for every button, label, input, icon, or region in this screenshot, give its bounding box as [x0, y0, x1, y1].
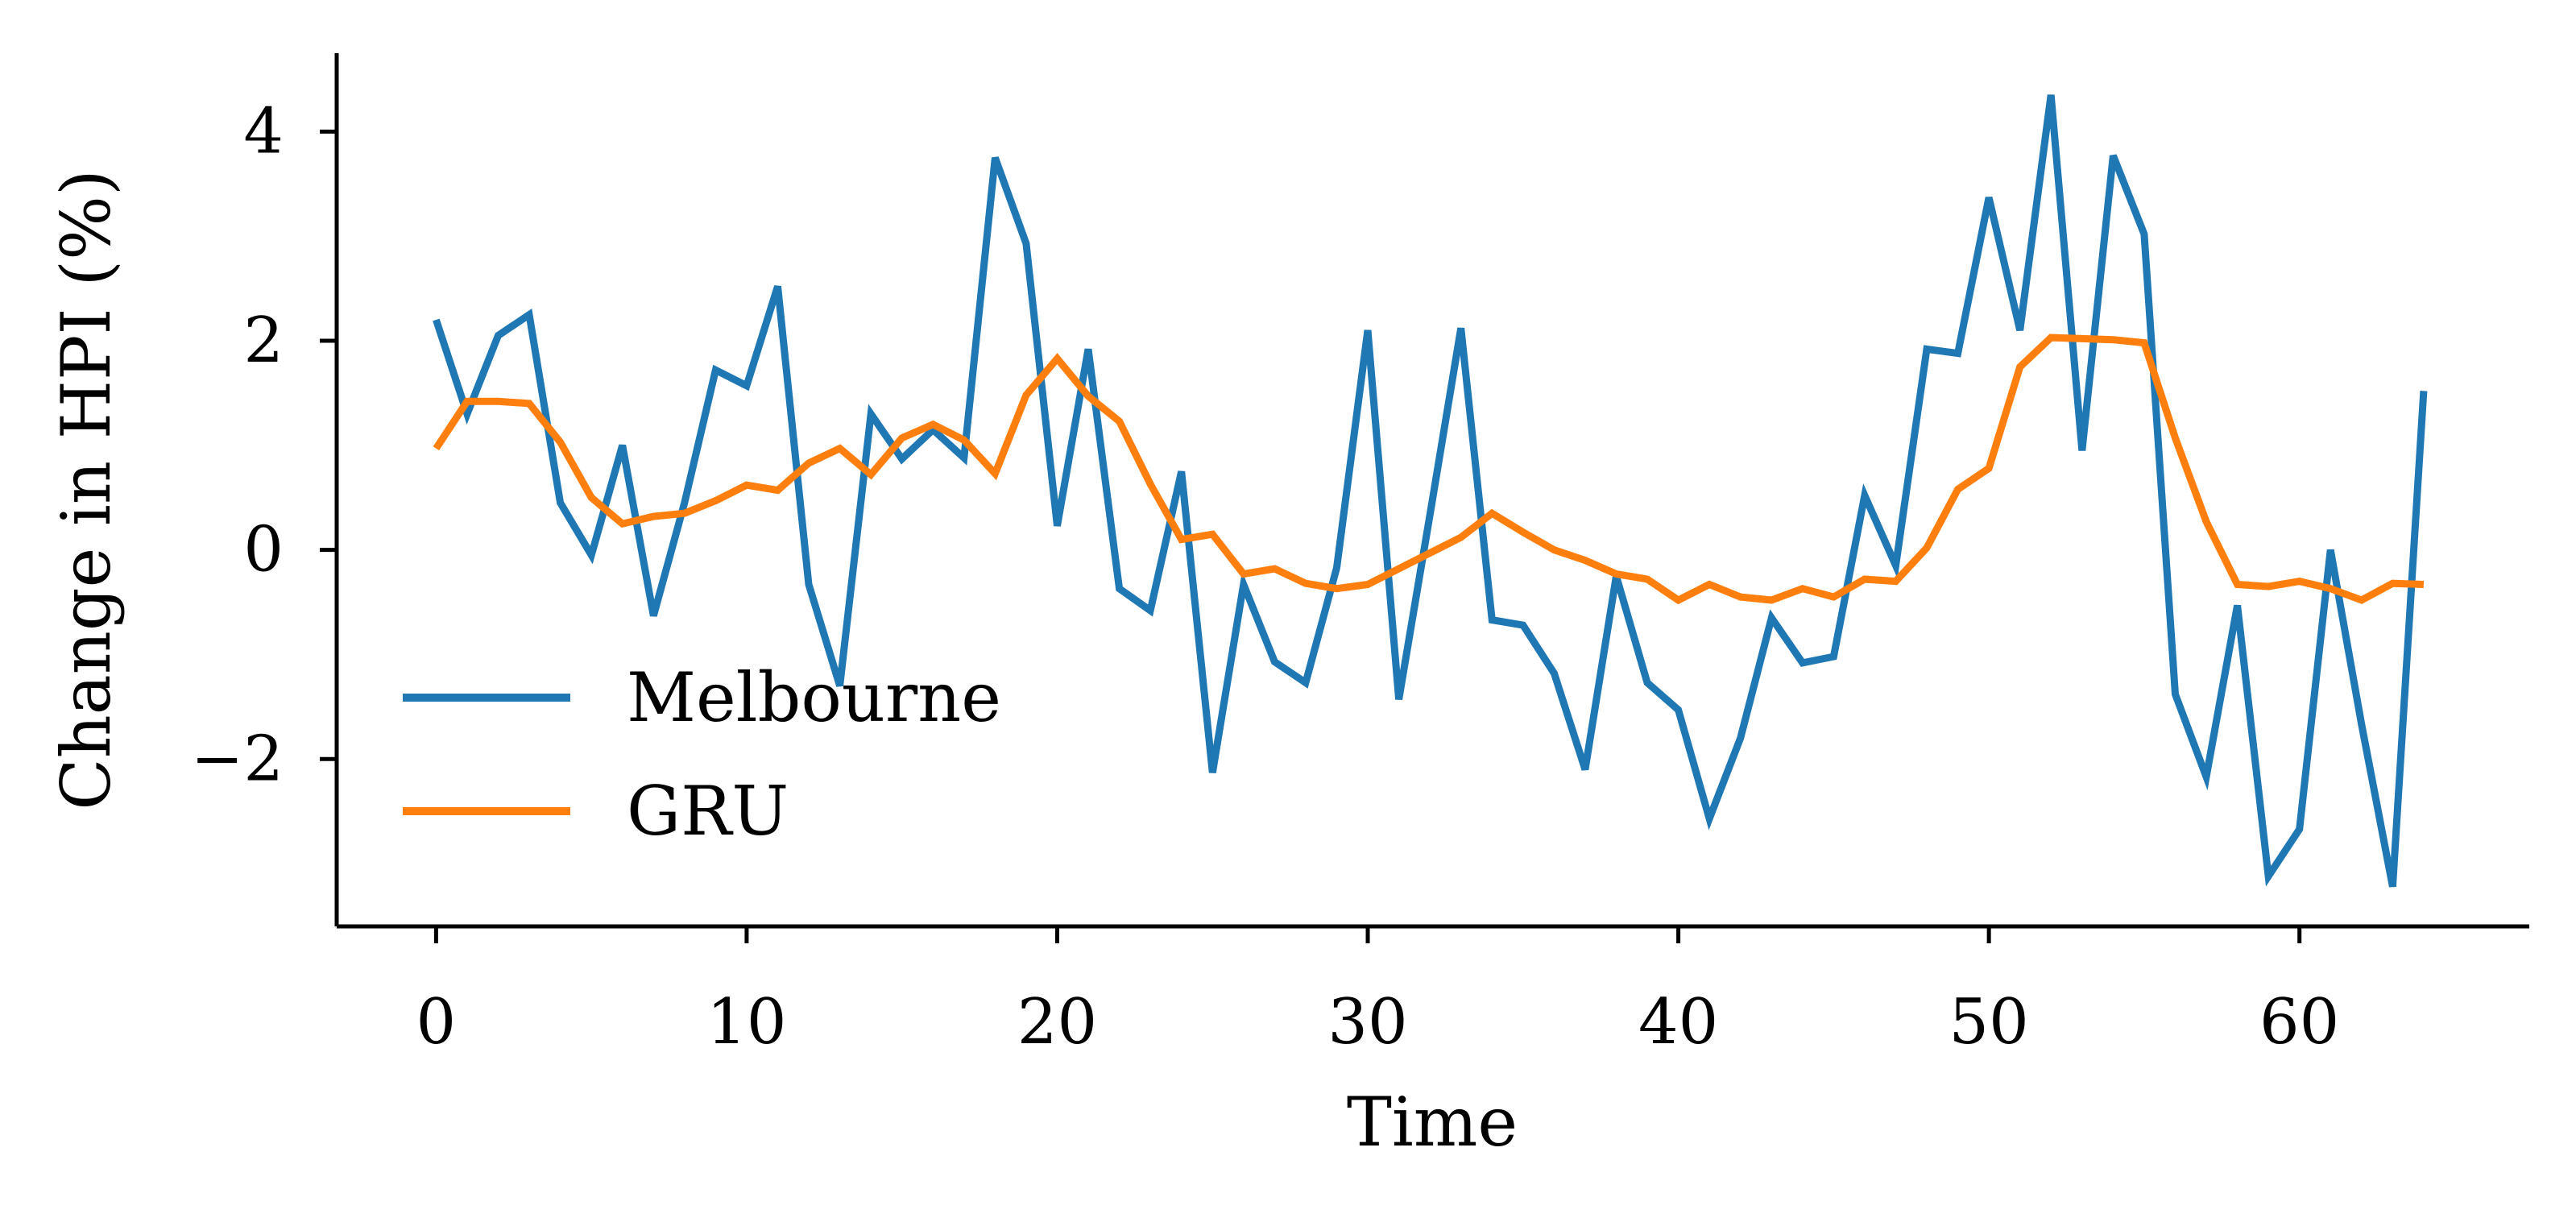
- x-tick-label: 60: [2259, 986, 2339, 1058]
- y-ticks: −2 0 2 4: [191, 95, 337, 795]
- y-tick-label: 2: [243, 304, 284, 377]
- axes: [334, 53, 2529, 929]
- legend-label-melbourne: Melbourne: [627, 658, 1001, 737]
- x-axis-title: Time: [1347, 1083, 1518, 1162]
- y-tick-label: 4: [243, 95, 284, 168]
- x-tick-label: 40: [1638, 986, 1718, 1058]
- series-line-gru: [433, 334, 2425, 605]
- x-tick-label: 30: [1327, 986, 1407, 1058]
- y-tick-label: −2: [191, 723, 284, 795]
- x-tick-label: 20: [1017, 986, 1097, 1058]
- x-ticks: 0 10 20 30 40 50 60: [416, 926, 2339, 1058]
- y-axis-title: Change in HPI (%): [47, 169, 126, 810]
- legend: Melbourne GRU: [403, 658, 1001, 851]
- y-tick-label: 0: [243, 514, 284, 586]
- plot-lines: [433, 94, 2428, 888]
- x-tick-label: 50: [1949, 986, 2029, 1058]
- series-line-melbourne: [433, 94, 2428, 888]
- x-tick-label: 0: [416, 986, 457, 1058]
- legend-label-gru: GRU: [627, 772, 789, 851]
- x-tick-label: 10: [706, 986, 786, 1058]
